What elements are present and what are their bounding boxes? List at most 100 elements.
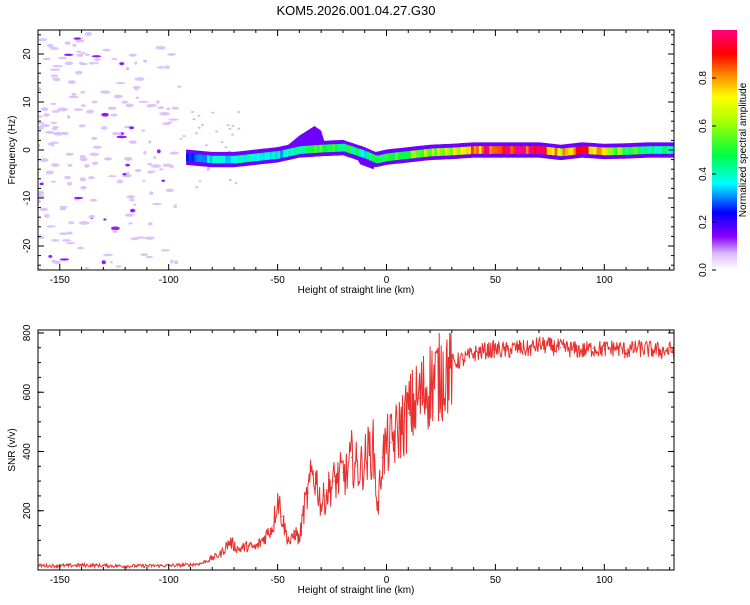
signal-ridge-cell	[400, 151, 404, 160]
y-tick-label: 0	[22, 147, 33, 153]
noise-speckle	[182, 134, 186, 137]
noise-speckle	[63, 53, 74, 56]
signal-ridge-cell	[230, 155, 234, 164]
signal-bump	[281, 126, 326, 150]
signal-ridge-cell	[599, 147, 602, 155]
noise-speckle	[123, 156, 133, 161]
signal-ridge-cell	[199, 154, 203, 163]
noise-speckle	[88, 214, 95, 219]
snr-data-point	[538, 344, 540, 346]
noise-speckle	[130, 208, 135, 213]
signal-ridge-cell	[376, 155, 380, 164]
noise-speckle	[147, 105, 153, 108]
signal-ridge-cell	[342, 143, 346, 152]
noise-speckle	[46, 225, 56, 228]
noise-speckle	[73, 37, 81, 40]
noise-speckle	[78, 124, 86, 128]
signal-ridge-cell	[586, 146, 589, 155]
snr-data-point	[102, 564, 104, 567]
noise-speckle	[80, 52, 86, 55]
signal-ridge-cell	[653, 146, 657, 154]
snr-data-point	[351, 456, 353, 459]
signal-ridge-cell	[220, 155, 223, 164]
signal-ridge-cell	[552, 147, 555, 156]
y-tick-label: 400	[22, 443, 33, 460]
signal-ridge-cell	[418, 149, 422, 158]
snr-data-point	[307, 492, 309, 494]
noise-speckle	[100, 126, 108, 130]
noise-speckle	[102, 48, 111, 52]
signal-ridge-cell	[489, 146, 493, 154]
noise-speckle	[150, 164, 162, 168]
x-tick-label: 50	[490, 575, 502, 586]
x-tick-label: 0	[384, 275, 390, 286]
signal-ridge-cell	[308, 145, 312, 154]
noise-speckle	[48, 254, 53, 258]
chart-title: KOM5.2026.001.04.27.G30	[276, 3, 435, 18]
signal-ridge-cell	[659, 146, 663, 154]
signal-ridge-cell	[259, 152, 263, 161]
signal-ridge-cell	[240, 154, 244, 163]
noise-speckle	[155, 45, 166, 50]
signal-ridge-cell	[533, 146, 537, 154]
signal-ridge-cell	[452, 147, 456, 156]
noise-speckle	[50, 74, 59, 78]
noise-speckle	[102, 253, 114, 257]
noise-speckle	[112, 229, 118, 234]
noise-speckle	[125, 171, 130, 175]
noise-speckle	[88, 61, 96, 65]
noise-speckle	[64, 61, 74, 66]
signal-ridge-cell	[348, 145, 351, 154]
noise-speckle	[226, 124, 230, 127]
x-tick-label: 50	[490, 275, 502, 286]
signal-ridge-cell	[559, 148, 563, 157]
signal-ridge-cell	[361, 149, 365, 158]
signal-ridge-cell	[447, 147, 451, 156]
signal-ridge-cell	[442, 148, 446, 156]
x-tick-label: -50	[270, 275, 285, 286]
noise-speckle	[108, 175, 117, 178]
noise-speckle	[58, 232, 70, 236]
signal-ridge-cell	[431, 148, 435, 157]
y-tick-label: 800	[22, 324, 33, 341]
signal-ridge-cell	[246, 154, 250, 163]
snr-x-axis-label: Height of straight line (km)	[298, 585, 415, 596]
signal-ridge-cell	[457, 147, 461, 155]
noise-speckle	[148, 140, 152, 144]
noise-speckle	[39, 207, 48, 212]
y-tick-label: 200	[22, 502, 33, 519]
signal-ridge-cell	[274, 151, 278, 159]
noise-speckle	[197, 114, 201, 117]
snr-data-point	[625, 350, 627, 352]
signal-ridge-cell	[238, 155, 242, 163]
snr-data-point	[124, 565, 126, 567]
signal-ridge-cell	[627, 147, 631, 155]
noise-speckle	[211, 111, 215, 114]
signal-ridge-cell	[578, 146, 581, 155]
noise-speckle	[73, 196, 84, 200]
snr-data-point	[333, 480, 335, 482]
snr-data-point	[298, 539, 300, 541]
signal-ridge-cell	[499, 146, 503, 154]
noise-speckle	[164, 65, 171, 70]
snr-data-point	[255, 547, 257, 549]
noise-speckle	[171, 106, 180, 110]
noise-speckle	[165, 188, 174, 193]
signal-ridge-cell	[353, 147, 357, 155]
noise-speckle	[153, 156, 157, 160]
signal-ridge-cell	[580, 146, 584, 155]
noise-speckle	[39, 158, 49, 162]
signal-ridge-cell	[306, 145, 310, 154]
signal-ridge-cell	[423, 149, 427, 157]
noise-speckle	[56, 131, 61, 136]
signal-ridge-cell	[288, 148, 291, 157]
colorbar-tick-label: 0.4	[698, 167, 709, 181]
signal-ridge-cell	[225, 155, 229, 164]
signal-ridge-cell	[619, 147, 623, 155]
y-tick-label: 20	[22, 48, 33, 60]
noise-speckle	[115, 265, 122, 268]
noise-speckle	[85, 53, 90, 57]
noise-speckle	[116, 179, 123, 184]
signal-ridge-cell	[565, 148, 568, 156]
